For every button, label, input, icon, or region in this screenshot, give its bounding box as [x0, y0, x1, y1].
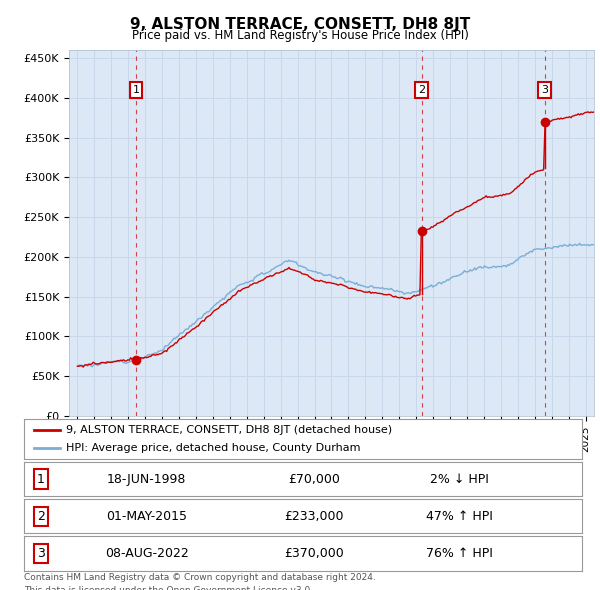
Text: £233,000: £233,000: [284, 510, 344, 523]
Text: 1: 1: [133, 85, 140, 95]
Text: 9, ALSTON TERRACE, CONSETT, DH8 8JT: 9, ALSTON TERRACE, CONSETT, DH8 8JT: [130, 17, 470, 31]
Text: 3: 3: [37, 547, 44, 560]
Text: Price paid vs. HM Land Registry's House Price Index (HPI): Price paid vs. HM Land Registry's House …: [131, 30, 469, 42]
Text: £70,000: £70,000: [288, 473, 340, 486]
Text: £370,000: £370,000: [284, 547, 344, 560]
Text: 2: 2: [418, 85, 425, 95]
Text: 3: 3: [541, 85, 548, 95]
Text: Contains HM Land Registry data © Crown copyright and database right 2024.: Contains HM Land Registry data © Crown c…: [24, 573, 376, 582]
Text: This data is licensed under the Open Government Licence v3.0.: This data is licensed under the Open Gov…: [24, 586, 313, 590]
Text: 2: 2: [37, 510, 44, 523]
Text: 08-AUG-2022: 08-AUG-2022: [105, 547, 188, 560]
Text: 76% ↑ HPI: 76% ↑ HPI: [426, 547, 493, 560]
Text: 1: 1: [37, 473, 44, 486]
Text: 9, ALSTON TERRACE, CONSETT, DH8 8JT (detached house): 9, ALSTON TERRACE, CONSETT, DH8 8JT (det…: [66, 425, 392, 435]
Text: HPI: Average price, detached house, County Durham: HPI: Average price, detached house, Coun…: [66, 443, 361, 453]
Text: 47% ↑ HPI: 47% ↑ HPI: [426, 510, 493, 523]
Text: 01-MAY-2015: 01-MAY-2015: [106, 510, 187, 523]
Text: 2% ↓ HPI: 2% ↓ HPI: [430, 473, 488, 486]
Text: 18-JUN-1998: 18-JUN-1998: [107, 473, 187, 486]
